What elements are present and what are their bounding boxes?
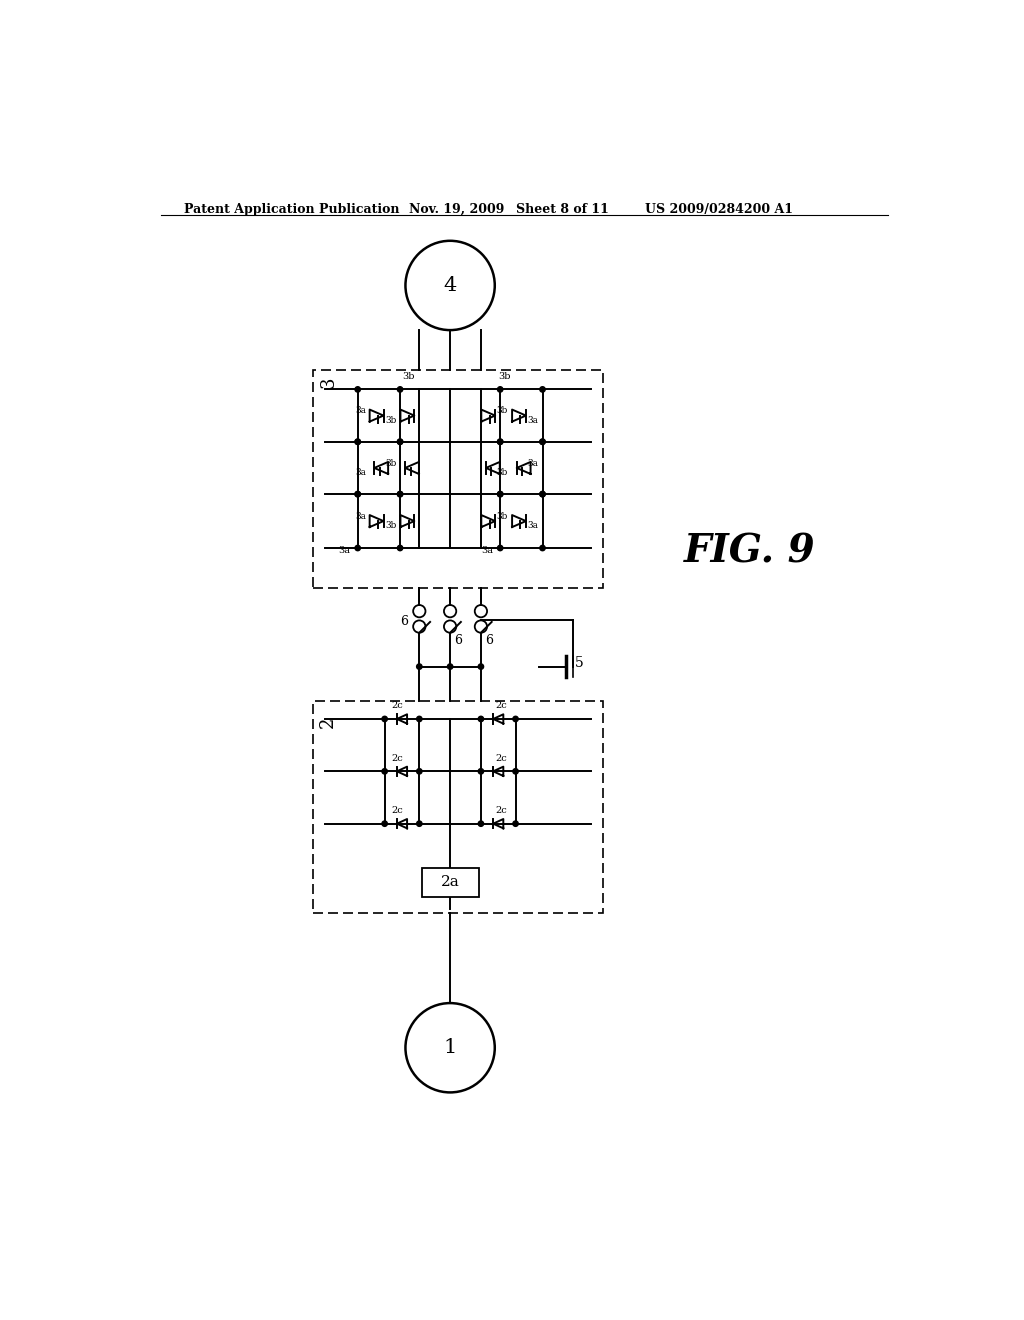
Circle shape — [498, 491, 503, 496]
Bar — [313, 370, 602, 589]
Circle shape — [498, 387, 503, 392]
Circle shape — [447, 664, 453, 669]
Text: 4: 4 — [443, 276, 457, 294]
Text: 6: 6 — [454, 634, 462, 647]
Circle shape — [540, 491, 545, 496]
Circle shape — [397, 491, 402, 496]
Circle shape — [355, 491, 360, 496]
Text: 2: 2 — [319, 717, 337, 729]
Circle shape — [417, 768, 422, 774]
Text: 3a: 3a — [355, 407, 367, 416]
Text: FIG. 9: FIG. 9 — [683, 532, 815, 570]
Circle shape — [478, 664, 483, 669]
Text: 3a: 3a — [527, 521, 539, 531]
Text: 3b: 3b — [402, 372, 415, 380]
Circle shape — [355, 387, 360, 392]
Text: 2c: 2c — [495, 701, 507, 710]
Circle shape — [382, 821, 387, 826]
Circle shape — [478, 821, 483, 826]
Text: 3b: 3b — [497, 407, 508, 416]
Text: 3b: 3b — [385, 521, 396, 531]
Circle shape — [417, 821, 422, 826]
Text: 6: 6 — [400, 615, 408, 628]
Text: 3b: 3b — [497, 469, 508, 477]
Bar — [422, 867, 479, 896]
Text: Sheet 8 of 11: Sheet 8 of 11 — [515, 203, 608, 216]
Circle shape — [540, 491, 545, 496]
Text: 2c: 2c — [495, 807, 507, 814]
Circle shape — [540, 545, 545, 550]
Circle shape — [355, 491, 360, 496]
Text: 3b: 3b — [385, 416, 396, 425]
Circle shape — [478, 717, 483, 722]
Text: Nov. 19, 2009: Nov. 19, 2009 — [410, 203, 505, 216]
Circle shape — [382, 717, 387, 722]
Text: 2c: 2c — [392, 754, 403, 763]
Text: Patent Application Publication: Patent Application Publication — [184, 203, 400, 216]
Circle shape — [397, 440, 402, 445]
Circle shape — [417, 664, 422, 669]
Circle shape — [498, 491, 503, 496]
Circle shape — [397, 440, 402, 445]
Circle shape — [397, 491, 402, 496]
Circle shape — [513, 768, 518, 774]
Circle shape — [513, 821, 518, 826]
Text: 5: 5 — [574, 656, 584, 669]
Text: 3a: 3a — [339, 545, 350, 554]
Text: 3b: 3b — [497, 512, 508, 521]
Text: 3a: 3a — [527, 459, 539, 467]
Circle shape — [355, 545, 360, 550]
Text: 3a: 3a — [527, 416, 539, 425]
Bar — [313, 701, 602, 913]
Text: 3a: 3a — [355, 512, 367, 521]
Text: 3: 3 — [319, 376, 337, 388]
Circle shape — [478, 768, 483, 774]
Text: 3a: 3a — [481, 545, 493, 554]
Circle shape — [382, 768, 387, 774]
Circle shape — [540, 387, 545, 392]
Circle shape — [540, 440, 545, 445]
Circle shape — [540, 440, 545, 445]
Text: 3b: 3b — [385, 459, 396, 467]
Text: 6: 6 — [484, 634, 493, 647]
Text: 2c: 2c — [392, 701, 403, 710]
Text: US 2009/0284200 A1: US 2009/0284200 A1 — [645, 203, 793, 216]
Text: 2c: 2c — [495, 754, 507, 763]
Circle shape — [397, 545, 402, 550]
Text: 1: 1 — [443, 1039, 457, 1057]
Circle shape — [355, 440, 360, 445]
Circle shape — [397, 387, 402, 392]
Text: 3b: 3b — [499, 372, 511, 380]
Circle shape — [498, 440, 503, 445]
Text: 3a: 3a — [355, 469, 367, 477]
Circle shape — [417, 717, 422, 722]
Circle shape — [498, 440, 503, 445]
Text: 2c: 2c — [392, 807, 403, 814]
Circle shape — [513, 717, 518, 722]
Circle shape — [498, 545, 503, 550]
Circle shape — [355, 440, 360, 445]
Text: 2a: 2a — [440, 875, 460, 890]
